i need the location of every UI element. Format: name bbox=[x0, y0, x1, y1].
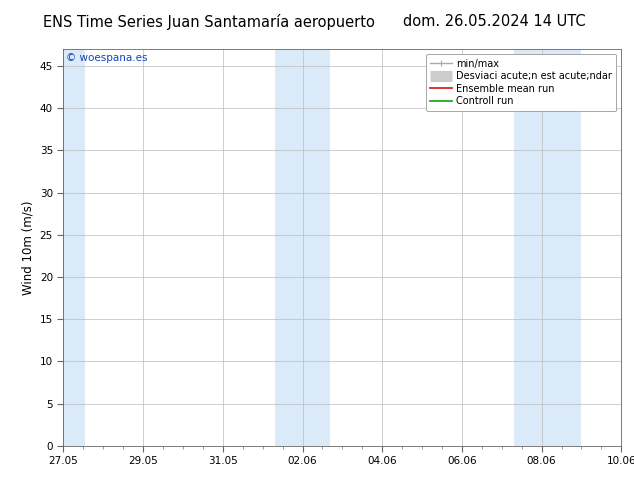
Text: © woespana.es: © woespana.es bbox=[66, 53, 148, 63]
Text: ENS Time Series Juan Santamaría aeropuerto: ENS Time Series Juan Santamaría aeropuer… bbox=[43, 14, 375, 30]
Text: dom. 26.05.2024 14 UTC: dom. 26.05.2024 14 UTC bbox=[403, 14, 586, 29]
Bar bbox=[514, 49, 581, 446]
Legend: min/max, Desviaci acute;n est acute;ndar, Ensemble mean run, Controll run: min/max, Desviaci acute;n est acute;ndar… bbox=[425, 54, 616, 111]
Bar bbox=[63, 49, 86, 446]
Y-axis label: Wind 10m (m/s): Wind 10m (m/s) bbox=[21, 200, 34, 294]
Bar bbox=[275, 49, 330, 446]
